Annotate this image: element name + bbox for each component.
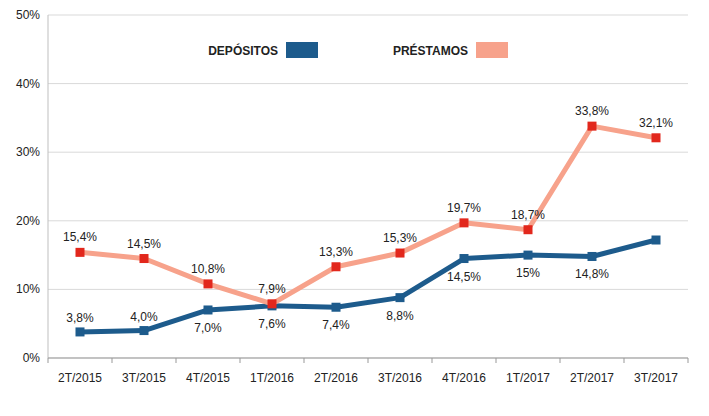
- marker: [524, 251, 533, 260]
- marker: [332, 303, 341, 312]
- data-label: 15%: [516, 266, 540, 280]
- grid-line: [48, 289, 688, 290]
- data-label: 32,1%: [639, 116, 673, 130]
- series-line: [80, 126, 656, 304]
- marker: [204, 279, 213, 288]
- data-label: 7,9%: [258, 282, 286, 296]
- legend: DEPÓSITOS PRÉSTAMOS: [208, 42, 508, 58]
- x-tick-label: 4T/2016: [442, 371, 486, 385]
- y-tick-label: 30%: [16, 145, 40, 159]
- x-tick-label: 3T/2015: [122, 371, 166, 385]
- grid-line: [48, 15, 688, 16]
- x-tick-label: 1T/2016: [250, 371, 294, 385]
- marker: [268, 299, 277, 308]
- legend-label: DEPÓSITOS: [208, 43, 278, 58]
- x-tick: [112, 358, 113, 363]
- marker: [652, 133, 661, 142]
- legend-swatch: [476, 42, 508, 58]
- x-tick-label: 2T/2016: [314, 371, 358, 385]
- x-tick-label: 1T/2017: [506, 371, 550, 385]
- marker: [76, 248, 85, 257]
- x-tick: [368, 358, 369, 363]
- y-tick-label: 20%: [16, 214, 40, 228]
- grid-line: [48, 152, 688, 153]
- data-label: 13,3%: [319, 245, 353, 259]
- data-label: 3,8%: [66, 311, 94, 325]
- data-label: 14,8%: [575, 267, 609, 281]
- data-label: 14,5%: [127, 237, 161, 251]
- data-label: 7,6%: [258, 317, 286, 331]
- data-label: 7,4%: [322, 318, 350, 332]
- data-label: 4,0%: [130, 310, 158, 324]
- data-label: 15,3%: [383, 231, 417, 245]
- x-tick-label: 3T/2017: [634, 371, 678, 385]
- data-label: 14,5%: [447, 270, 481, 284]
- chart: 0% 10% 20% 30% 40% 50% 2T/2015 3T/2015 4T/2015 1T…: [0, 0, 709, 416]
- data-label: 10,8%: [191, 262, 225, 276]
- grid-line: [48, 220, 688, 221]
- data-label: 7,0%: [194, 321, 222, 335]
- x-tick-label: 2T/2017: [570, 371, 614, 385]
- marker: [588, 252, 597, 261]
- marker: [460, 218, 469, 227]
- x-tick: [176, 358, 177, 363]
- data-label: 18,7%: [511, 208, 545, 222]
- data-label: 8,8%: [386, 309, 414, 323]
- grid-line: [48, 83, 688, 84]
- y-axis-line: [48, 15, 49, 358]
- marker: [396, 293, 405, 302]
- y-tick-label: 50%: [16, 8, 40, 22]
- legend-swatch: [286, 42, 318, 58]
- x-tick: [560, 358, 561, 363]
- x-tick: [240, 358, 241, 363]
- x-tick-label: 3T/2016: [378, 371, 422, 385]
- marker: [332, 262, 341, 271]
- x-tick-label: 4T/2015: [186, 371, 230, 385]
- x-tick: [432, 358, 433, 363]
- x-tick-label: 2T/2015: [58, 371, 102, 385]
- marker: [140, 326, 149, 335]
- marker: [204, 305, 213, 314]
- marker: [460, 254, 469, 263]
- x-tick: [48, 358, 49, 363]
- data-label: 15,4%: [63, 230, 97, 244]
- x-tick: [304, 358, 305, 363]
- x-tick: [624, 358, 625, 363]
- x-tick: [688, 358, 689, 363]
- data-label: 33,8%: [575, 104, 609, 118]
- data-labels: 3,8% 4,0% 7,0% 7,6% 7,4% 8,8% 14,5% 15% 14,8% 15,…: [63, 104, 673, 335]
- marker: [76, 327, 85, 336]
- legend-label: PRÉSTAMOS: [393, 43, 468, 58]
- marker: [652, 236, 661, 245]
- marks: [76, 122, 661, 337]
- marker: [588, 122, 597, 131]
- series-line: [80, 240, 656, 332]
- marker: [140, 254, 149, 263]
- marker: [524, 225, 533, 234]
- marker: [396, 249, 405, 258]
- data-label: 19,7%: [447, 201, 481, 215]
- y-tick-label: 0%: [23, 351, 41, 365]
- x-tick: [496, 358, 497, 363]
- y-tick-label: 10%: [16, 282, 40, 296]
- y-tick-label: 40%: [16, 77, 40, 91]
